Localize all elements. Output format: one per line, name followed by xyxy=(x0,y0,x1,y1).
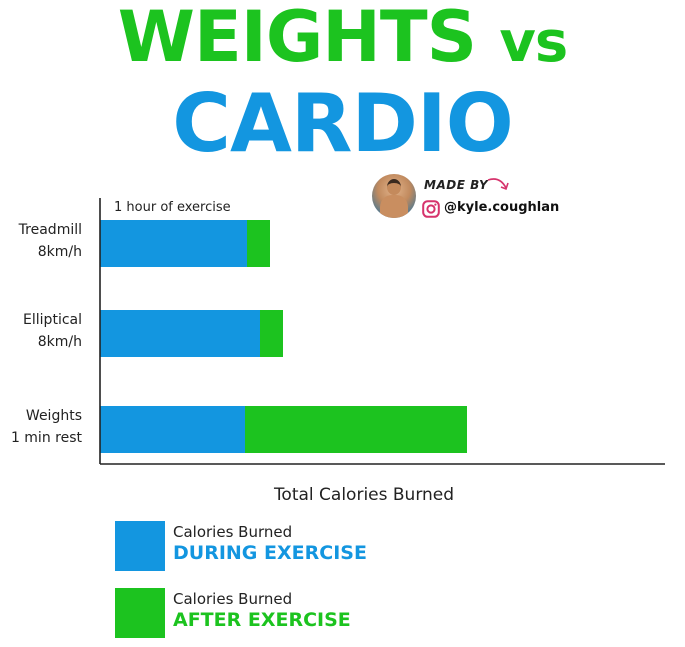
creator-credit: MADE BY @kyle.coughlan xyxy=(372,172,572,232)
title-vs: vs xyxy=(499,10,568,75)
bar-after-0 xyxy=(247,220,270,267)
instagram-icon xyxy=(422,200,440,218)
legend-during-prefix: Calories Burned xyxy=(173,523,293,541)
avatar xyxy=(372,174,416,218)
bar-during-0 xyxy=(100,220,247,267)
bar-after-1 xyxy=(260,310,283,357)
legend-swatch-during xyxy=(115,521,165,571)
calories-bar-chart: 1 hour of exercise Treadmill 8km/h Ellipti… xyxy=(11,198,665,505)
title-weights-vs: WEIGHTS vs xyxy=(0,2,685,72)
y-tick-label-2-1: 1 min rest xyxy=(11,430,83,446)
legend-after-label: AFTER EXERCISE xyxy=(173,609,351,631)
arrow-icon xyxy=(487,178,509,191)
legend-after-prefix: Calories Burned xyxy=(173,590,293,608)
x-axis-title: Total Calories Burned xyxy=(273,485,454,505)
bar-during-1 xyxy=(100,310,260,357)
chart-annotation: 1 hour of exercise xyxy=(114,200,231,215)
bar-after-2 xyxy=(245,406,467,453)
y-tick-label-1-0: Elliptical xyxy=(23,312,82,328)
y-tick-label-2-0: Weights xyxy=(26,408,82,424)
instagram-handle: @kyle.coughlan xyxy=(444,200,560,215)
y-tick-label-0-1: 8km/h xyxy=(38,244,82,260)
y-tick-label-1-1: 8km/h xyxy=(38,334,82,350)
made-by-label: MADE BY xyxy=(424,178,489,192)
y-tick-label-0-0: Treadmill xyxy=(18,222,82,238)
bar-during-2 xyxy=(100,406,245,453)
title-weights: WEIGHTS xyxy=(117,0,477,78)
legend-during-label: DURING EXERCISE xyxy=(173,542,367,564)
title-cardio: CARDIO xyxy=(172,77,513,170)
legend-swatch-after xyxy=(115,588,165,638)
